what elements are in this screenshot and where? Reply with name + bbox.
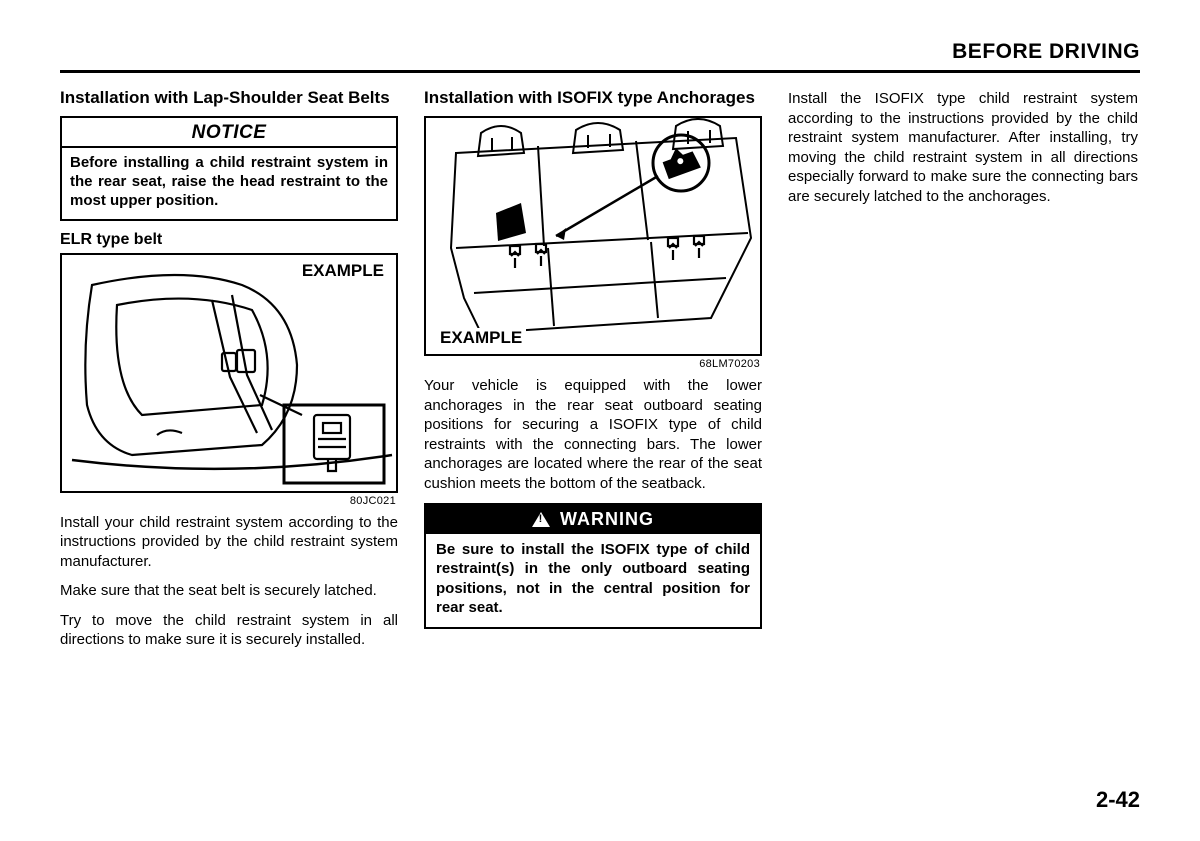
notice-box: NOTICE Before installing a child restrai… xyxy=(60,116,398,220)
col1-heading: Installation with Lap-Shoulder Seat Belt… xyxy=(60,87,398,108)
column-1: Installation with Lap-Shoulder Seat Belt… xyxy=(60,87,398,660)
notice-body: Before installing a child restraint syst… xyxy=(62,148,396,218)
figure-label: EXAMPLE xyxy=(436,328,526,348)
column-3: Install the ISOFIX type child restraint … xyxy=(788,87,1138,660)
figure-code: 68LM70203 xyxy=(424,358,760,370)
figure-isofix: EXAMPLE xyxy=(424,116,762,356)
figure-elr-belt: EXAMPLE xyxy=(60,253,398,493)
figure-code: 80JC021 xyxy=(60,495,396,507)
warning-title-bar: WARNING xyxy=(426,505,760,534)
warning-title: WARNING xyxy=(560,509,654,530)
isofix-illustration xyxy=(426,118,764,358)
page-header: BEFORE DRIVING xyxy=(60,40,1140,73)
warning-triangle-icon xyxy=(532,512,550,527)
col1-p3: Try to move the child restraint system i… xyxy=(60,611,398,650)
warning-box: WARNING Be sure to install the ISOFIX ty… xyxy=(424,503,762,629)
elr-illustration xyxy=(62,255,400,495)
col2-heading-text: Installation with ISOFIX type Anchorages xyxy=(424,88,755,107)
elr-label: ELR type belt xyxy=(60,231,398,249)
content-columns: Installation with Lap-Shoulder Seat Belt… xyxy=(60,87,1140,660)
col1-p1: Install your child restraint system acco… xyxy=(60,513,398,572)
col3-p1: Install the ISOFIX type child restraint … xyxy=(788,89,1138,206)
column-2: Installation with ISOFIX type Anchorages… xyxy=(424,87,762,660)
warning-body: Be sure to install the ISOFIX type of ch… xyxy=(426,534,760,627)
col2-heading: Installation with ISOFIX type Anchorages xyxy=(424,87,762,108)
page-number: 2-42 xyxy=(1096,787,1140,813)
header-title: BEFORE DRIVING xyxy=(952,40,1140,63)
figure-label: EXAMPLE xyxy=(298,261,388,281)
col1-p2: Make sure that the seat belt is securely… xyxy=(60,581,398,601)
notice-title: NOTICE xyxy=(62,118,396,148)
col2-p1: Your vehicle is equipped with the lower … xyxy=(424,376,762,493)
manual-page: BEFORE DRIVING Installation with Lap-Sho… xyxy=(0,0,1200,841)
